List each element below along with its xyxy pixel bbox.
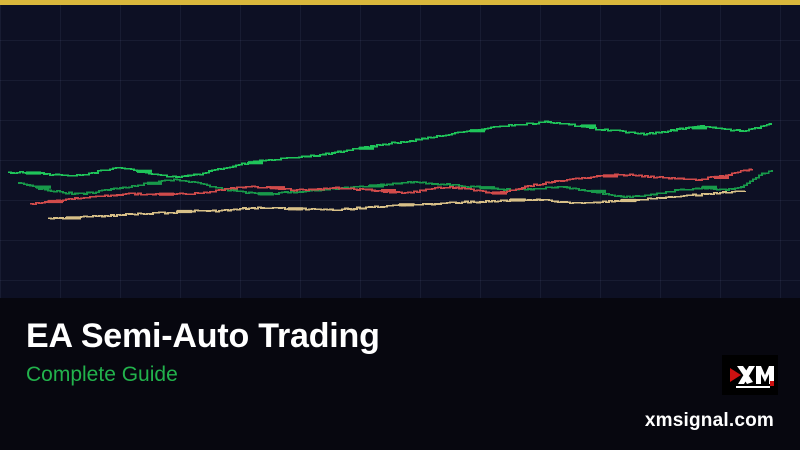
xm-logo — [722, 355, 778, 395]
footer-panel: EA Semi-Auto Trading Complete Guide — [0, 298, 800, 450]
logo-underline — [736, 386, 770, 388]
logo-arrow-icon — [730, 368, 741, 382]
accent-bar — [0, 0, 800, 5]
chart-gridlines — [0, 0, 800, 298]
logo-accent-icon — [770, 381, 774, 386]
chart-line-equity-curve-green-lower — [18, 170, 773, 199]
title-block: EA Semi-Auto Trading Complete Guide — [26, 316, 380, 388]
chart-line-equity-curve-green-upper — [8, 120, 772, 179]
chart-series-canvas — [8, 120, 773, 220]
site-url[interactable]: xmsignal.com — [644, 410, 774, 431]
chart-panel — [0, 0, 800, 298]
chart-line-equity-curve-red — [30, 168, 753, 206]
xm-logo-mark — [722, 355, 778, 395]
page-title: EA Semi-Auto Trading — [26, 317, 380, 355]
page-subtitle: Complete Guide — [26, 363, 178, 386]
